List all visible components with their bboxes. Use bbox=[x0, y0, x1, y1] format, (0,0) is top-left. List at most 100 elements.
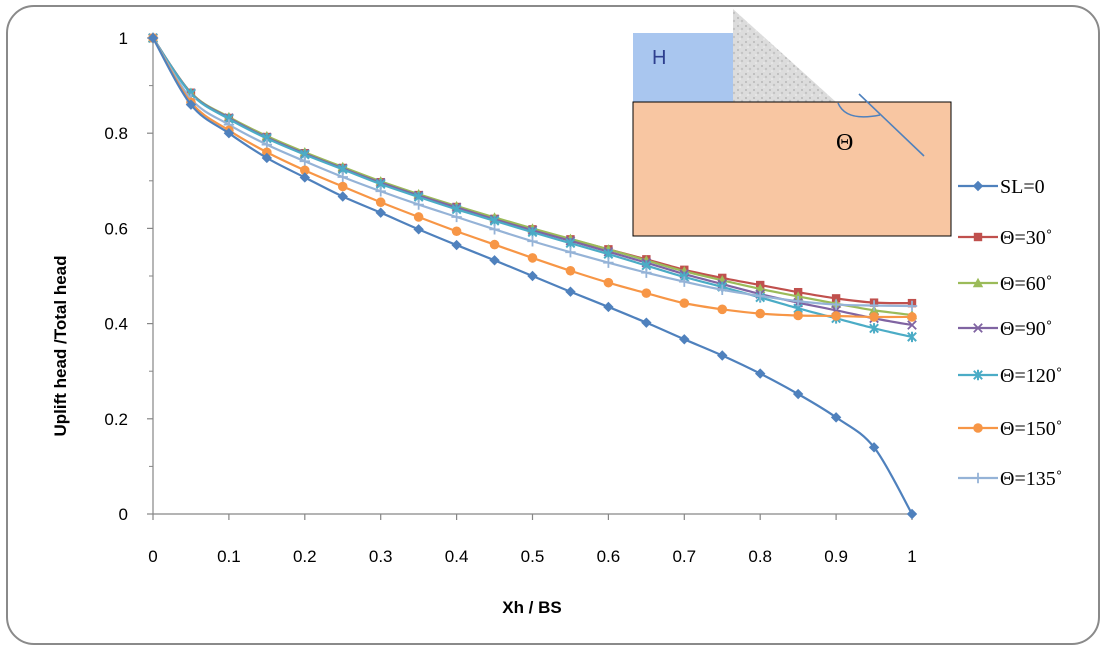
inset-soil-box bbox=[632, 101, 952, 237]
data-point bbox=[641, 317, 652, 328]
data-point bbox=[869, 323, 879, 334]
inset-angle-arc bbox=[837, 102, 881, 118]
x-tick-label: 0.3 bbox=[369, 547, 393, 566]
data-point bbox=[451, 239, 462, 251]
data-point bbox=[223, 128, 235, 139]
y-tick-label: 0 bbox=[119, 505, 128, 524]
inset-h-label: H bbox=[652, 47, 666, 69]
data-point bbox=[489, 255, 500, 266]
data-point bbox=[527, 236, 538, 247]
inset-slope-line bbox=[858, 93, 925, 157]
data-point bbox=[755, 368, 766, 379]
data-point bbox=[830, 299, 842, 310]
legend-swatch-marker bbox=[972, 180, 984, 192]
legend-swatch-marker bbox=[972, 472, 984, 484]
y-axis-title: Uplift head /Total head bbox=[51, 255, 70, 436]
data-point bbox=[375, 186, 386, 197]
y-tick-label: 0.4 bbox=[104, 315, 128, 334]
data-point bbox=[717, 284, 728, 296]
data-point bbox=[527, 253, 538, 263]
x-ticks: 0 0.1 0.2 0.3 0.4 0.5 0.6 0.7 0.8 0.9 1 bbox=[148, 514, 917, 566]
data-point bbox=[565, 237, 576, 249]
legend-swatch-marker bbox=[973, 323, 983, 333]
y-tick-label: 1 bbox=[119, 29, 128, 48]
y-tick-label: 0.6 bbox=[104, 219, 128, 238]
data-point bbox=[755, 308, 765, 319]
data-point bbox=[299, 156, 310, 167]
y-ticks: 0 0.2 0.4 0.6 0.8 1 bbox=[104, 29, 153, 524]
legend-label: Θ=60˚ bbox=[1000, 273, 1052, 295]
data-point bbox=[906, 300, 918, 312]
data-point bbox=[489, 224, 500, 235]
data-point bbox=[679, 334, 690, 345]
x-tick-label: 0.8 bbox=[748, 547, 772, 566]
x-axis-title: Xh / BS bbox=[502, 598, 562, 617]
data-point bbox=[451, 226, 462, 237]
data-point bbox=[565, 286, 576, 297]
plot-area bbox=[147, 32, 918, 520]
data-point bbox=[413, 199, 424, 210]
x-tick-label: 0.5 bbox=[521, 547, 545, 566]
legend-swatch-marker bbox=[972, 277, 984, 288]
x-tick-label: 0.2 bbox=[293, 547, 317, 566]
data-point bbox=[565, 265, 576, 276]
legend: SL=0 Θ=30˚ Θ=60˚ Θ=90˚ Θ=120˚ Θ=150˚ Θ=135˚ bbox=[958, 176, 1062, 490]
data-point bbox=[717, 304, 728, 315]
data-point bbox=[185, 99, 197, 110]
x-tick-label: 0 bbox=[148, 547, 157, 566]
data-point bbox=[907, 312, 917, 322]
x-tick-label: 1 bbox=[907, 547, 916, 566]
y-tick-label: 0.8 bbox=[104, 124, 128, 143]
legend-swatch-marker bbox=[973, 232, 983, 242]
data-point bbox=[337, 171, 348, 183]
data-point bbox=[755, 290, 766, 302]
legend-label: Θ=150˚ bbox=[1000, 418, 1062, 440]
data-point bbox=[565, 247, 576, 258]
x-tick-label: 0.9 bbox=[824, 547, 848, 566]
data-point bbox=[603, 277, 614, 288]
data-point bbox=[147, 32, 159, 44]
data-point bbox=[869, 312, 879, 322]
x-tick-label: 0.7 bbox=[672, 547, 696, 566]
data-point bbox=[262, 147, 272, 158]
data-point bbox=[641, 288, 652, 298]
data-point bbox=[299, 172, 310, 183]
data-point bbox=[603, 301, 614, 313]
data-point bbox=[527, 227, 538, 238]
data-point bbox=[527, 270, 538, 282]
legend-swatch-marker bbox=[973, 423, 983, 433]
x-tick-label: 0.1 bbox=[217, 547, 241, 566]
legend-label: Θ=30˚ bbox=[1000, 227, 1052, 249]
data-point bbox=[679, 276, 690, 287]
data-point bbox=[830, 412, 842, 423]
data-point bbox=[375, 197, 386, 208]
data-point bbox=[603, 257, 614, 268]
legend-label: Θ=90˚ bbox=[1000, 318, 1052, 340]
data-point bbox=[489, 239, 500, 250]
data-point bbox=[300, 165, 310, 176]
inset-water-box bbox=[633, 33, 733, 102]
x-tick-label: 0.4 bbox=[445, 547, 469, 566]
inset-fill-triangle bbox=[733, 9, 836, 102]
data-point bbox=[375, 207, 386, 218]
data-point bbox=[831, 311, 841, 321]
legend-label: Θ=135˚ bbox=[1000, 468, 1062, 490]
x-tick-label: 0.6 bbox=[597, 547, 621, 566]
data-point bbox=[792, 388, 804, 400]
inset-diagram: H Θ bbox=[632, 9, 952, 237]
data-point bbox=[413, 212, 424, 222]
series-0 bbox=[147, 32, 918, 520]
data-point bbox=[792, 296, 804, 307]
y-tick-label: 0.2 bbox=[104, 410, 128, 429]
data-point bbox=[679, 298, 690, 308]
legend-swatch-marker bbox=[973, 369, 983, 381]
data-point bbox=[641, 267, 652, 278]
inset-theta-label: Θ bbox=[836, 130, 853, 156]
legend-label: SL=0 bbox=[1000, 176, 1045, 198]
data-point bbox=[831, 294, 841, 303]
data-point bbox=[907, 331, 917, 343]
data-point bbox=[337, 191, 348, 202]
data-point bbox=[261, 152, 273, 164]
data-point bbox=[451, 211, 462, 223]
